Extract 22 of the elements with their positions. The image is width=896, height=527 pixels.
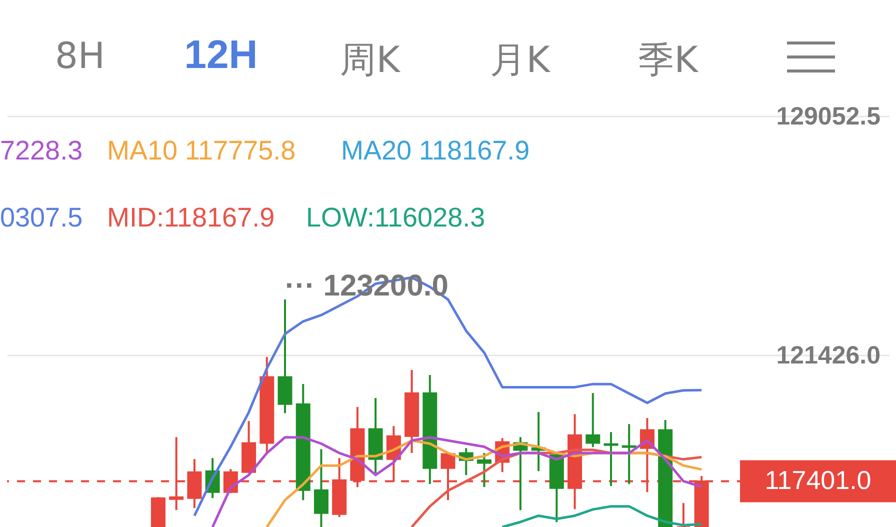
text: 周K bbox=[340, 39, 400, 83]
candlestick bbox=[314, 448, 328, 527]
candlestick bbox=[586, 392, 600, 448]
text: 季K bbox=[638, 39, 698, 83]
text: 月K bbox=[490, 39, 550, 83]
annotation: MA20 118167.9 bbox=[341, 136, 530, 166]
text: 8H bbox=[55, 36, 105, 77]
annotation: LOW:116028.3 bbox=[306, 202, 486, 234]
y-tick-label: 121426.0 bbox=[776, 342, 880, 370]
text: 12H bbox=[184, 33, 258, 78]
annotation: 0307.5 bbox=[0, 202, 83, 234]
ref-line-label: 117401.0 bbox=[764, 465, 872, 496]
annotation: MID:118167.9 bbox=[107, 202, 275, 234]
y-tick-label: 129052.5 bbox=[776, 102, 881, 130]
candlestick bbox=[676, 502, 691, 527]
line-series bbox=[193, 276, 703, 517]
annotation: MA10 117775.8 bbox=[107, 136, 296, 166]
line-series bbox=[501, 505, 703, 527]
candlestick bbox=[604, 431, 618, 488]
annotation: 7228.3 bbox=[0, 136, 83, 166]
candlestick bbox=[476, 452, 492, 488]
candlestick bbox=[622, 423, 636, 486]
